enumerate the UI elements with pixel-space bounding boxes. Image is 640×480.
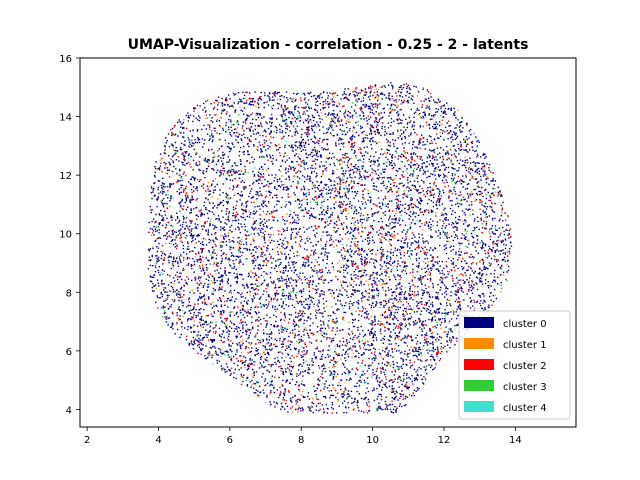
scatter-points bbox=[147, 82, 513, 414]
y-tick-label: 10 bbox=[59, 230, 72, 241]
x-tick-label: 12 bbox=[438, 435, 451, 446]
x-tick-label: 4 bbox=[155, 435, 161, 446]
plot-frame bbox=[79, 57, 577, 428]
legend-swatch bbox=[464, 317, 494, 328]
legend-label: cluster 2 bbox=[503, 361, 547, 372]
legend-label: cluster 1 bbox=[503, 340, 547, 351]
legend: cluster 0 cluster 1 cluster 2 cluster 3 clus… bbox=[458, 310, 571, 420]
legend-label: cluster 0 bbox=[503, 319, 547, 330]
scatter-point bbox=[147, 82, 513, 414]
legend-label: cluster 4 bbox=[503, 403, 547, 414]
y-tick-label: 8 bbox=[66, 288, 72, 299]
x-tick-label: 8 bbox=[298, 435, 304, 446]
x-tick-label: 10 bbox=[366, 435, 379, 446]
cluster-0-points bbox=[147, 82, 513, 414]
legend-swatch bbox=[464, 401, 494, 412]
y-axis: 4 6 8 10 12 14 16 bbox=[59, 54, 80, 416]
x-tick-label: 2 bbox=[84, 435, 90, 446]
legend-swatch bbox=[464, 380, 494, 391]
legend-label: cluster 3 bbox=[503, 382, 547, 393]
legend-swatch bbox=[464, 338, 494, 349]
y-tick-label: 6 bbox=[66, 347, 72, 358]
x-tick-label: 14 bbox=[509, 435, 522, 446]
chart-title: UMAP-Visualization - correlation - 0.25 … bbox=[128, 37, 529, 53]
y-tick-label: 4 bbox=[66, 405, 72, 416]
y-tick-label: 16 bbox=[59, 54, 72, 65]
y-tick-label: 14 bbox=[59, 113, 72, 124]
y-tick-label: 12 bbox=[59, 171, 72, 182]
x-tick-label: 6 bbox=[227, 435, 233, 446]
x-axis: 2 4 6 8 10 12 14 bbox=[84, 427, 522, 446]
legend-swatch bbox=[464, 359, 494, 370]
